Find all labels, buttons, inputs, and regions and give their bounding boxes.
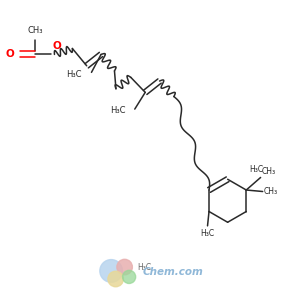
Circle shape — [122, 270, 136, 284]
Text: H₃C: H₃C — [137, 263, 152, 272]
Text: CH₃: CH₃ — [264, 187, 278, 196]
Circle shape — [100, 260, 122, 282]
Text: CH₃: CH₃ — [27, 26, 43, 35]
Text: H₃C: H₃C — [200, 230, 214, 238]
Circle shape — [108, 271, 123, 287]
Text: H₃C: H₃C — [66, 70, 82, 79]
Text: H₃C: H₃C — [249, 165, 263, 174]
Text: O: O — [6, 50, 15, 59]
Text: Chem.com: Chem.com — [142, 267, 203, 278]
Text: CH₃: CH₃ — [262, 167, 276, 176]
Circle shape — [117, 259, 132, 275]
Text: O: O — [52, 41, 61, 52]
Text: H₃C: H₃C — [110, 106, 125, 115]
